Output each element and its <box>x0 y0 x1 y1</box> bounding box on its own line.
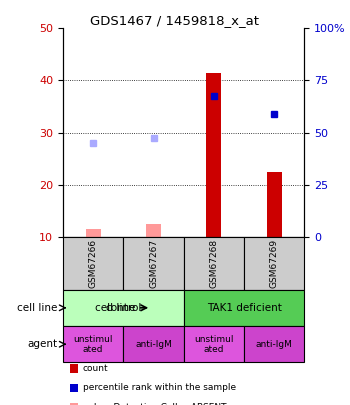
Bar <box>267 172 282 237</box>
Text: percentile rank within the sample: percentile rank within the sample <box>83 384 236 392</box>
Text: GSM67269: GSM67269 <box>270 239 279 288</box>
Text: GSM67267: GSM67267 <box>149 239 158 288</box>
Bar <box>86 229 101 237</box>
Text: GSM67268: GSM67268 <box>209 239 218 288</box>
Text: anti-IgM: anti-IgM <box>135 340 172 349</box>
Bar <box>63 290 184 326</box>
Text: value, Detection Call = ABSENT: value, Detection Call = ABSENT <box>83 403 226 405</box>
Text: control: control <box>105 303 141 313</box>
Bar <box>184 237 244 290</box>
Bar <box>244 326 304 362</box>
Text: unstimul
ated: unstimul ated <box>194 335 234 354</box>
Bar <box>146 224 161 237</box>
Bar <box>123 237 184 290</box>
Bar <box>206 72 222 237</box>
Text: TAK1 deficient: TAK1 deficient <box>207 303 281 313</box>
Text: count: count <box>83 364 108 373</box>
Text: GSM67266: GSM67266 <box>89 239 98 288</box>
Bar <box>184 326 244 362</box>
Bar <box>63 237 123 290</box>
Bar <box>244 237 304 290</box>
Bar <box>184 290 304 326</box>
Text: GDS1467 / 1459818_x_at: GDS1467 / 1459818_x_at <box>91 14 259 27</box>
Text: anti-IgM: anti-IgM <box>256 340 293 349</box>
Text: unstimul
ated: unstimul ated <box>74 335 113 354</box>
Bar <box>123 326 184 362</box>
Text: cell line: cell line <box>95 303 135 313</box>
Text: agent: agent <box>28 339 58 349</box>
Text: cell line: cell line <box>18 303 58 313</box>
Bar <box>63 326 123 362</box>
